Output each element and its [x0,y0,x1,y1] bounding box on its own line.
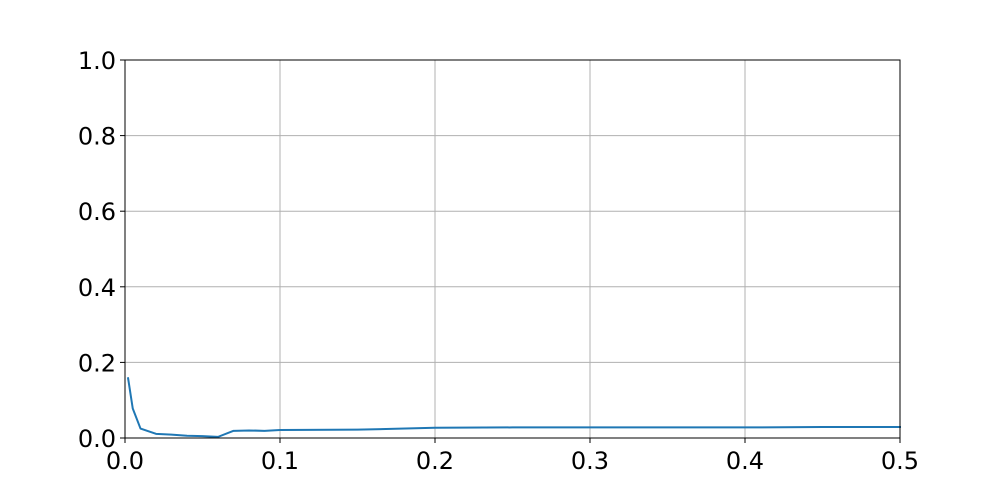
series-layer [126,377,901,438]
y-tick-label: 0.2 [78,349,116,377]
x-tick-label: 0.0 [106,447,144,475]
x-tick-label: 0.1 [261,447,299,475]
x-tick-label: 0.4 [726,447,764,475]
y-tick-label: 0.8 [78,123,116,151]
y-tick-label: 0.4 [78,274,116,302]
y-tick-label: 0.6 [78,198,116,226]
x-tick-label: 0.5 [881,447,919,475]
plot-frame [124,59,901,439]
x-axis: 0.0 0.1 0.2 0.3 0.4 0.5 [106,438,919,475]
x-tick-label: 0.2 [416,447,454,475]
series-line [126,377,901,438]
x-tick-label: 0.3 [571,447,609,475]
y-axis: 0.0 0.2 0.4 0.6 0.8 1.0 [78,47,125,453]
y-tick-label: 1.0 [78,47,116,75]
grid-lines [124,59,901,439]
y-tick-label: 0.0 [78,425,116,453]
